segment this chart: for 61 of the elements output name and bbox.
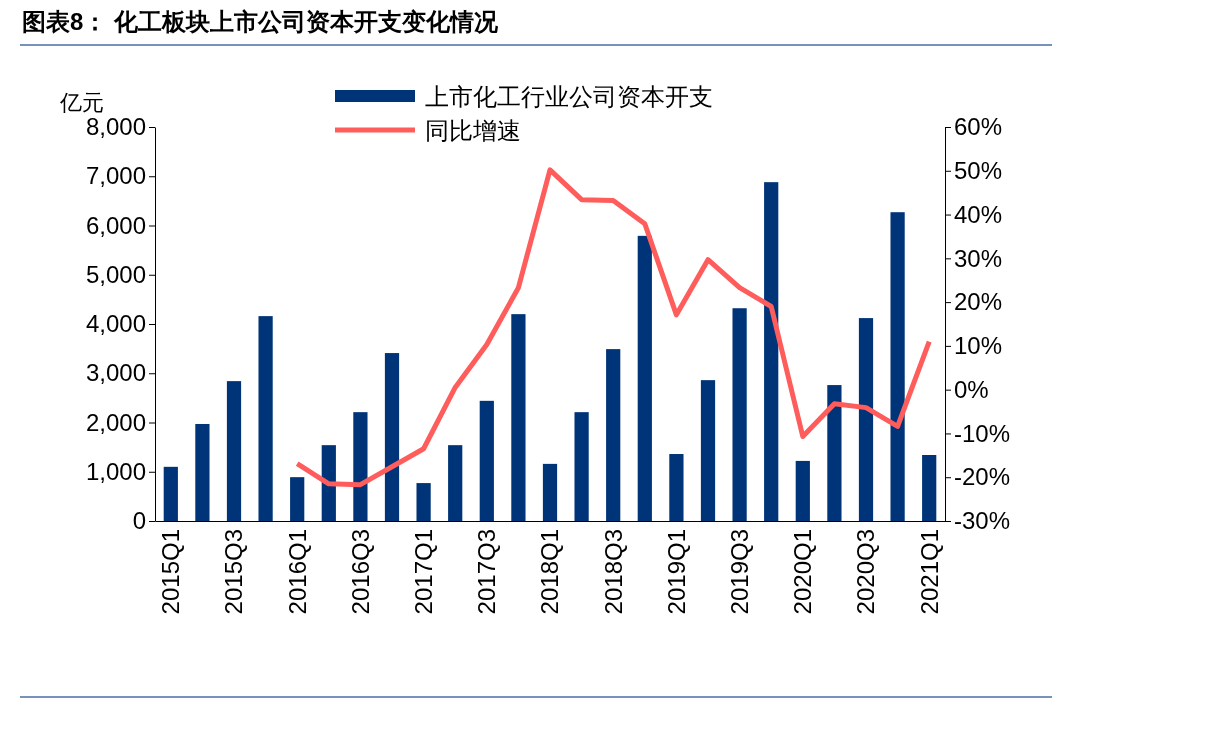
y2-tick-label: 20%	[954, 288, 1003, 316]
y-tick-label: 1,000	[85, 457, 146, 485]
y-tick-label: 7,000	[85, 162, 146, 190]
y2-tick-label: -10%	[954, 419, 1011, 447]
y2-tick-label: 60%	[954, 113, 1003, 141]
y2-tick-label: -30%	[954, 507, 1011, 535]
bar	[858, 318, 874, 521]
y2-tick-label: -20%	[954, 463, 1011, 491]
x-tick-label: 2016Q1	[283, 529, 311, 615]
bar	[764, 182, 779, 521]
bar	[827, 385, 842, 521]
y-tick-label: 5,000	[85, 260, 146, 288]
bar	[353, 412, 368, 521]
y2-tick-label: 10%	[954, 332, 1003, 360]
x-tick-label: 2020Q1	[789, 529, 817, 615]
bar	[542, 463, 558, 521]
bar	[511, 314, 526, 521]
y-tick-label: 8,000	[85, 113, 146, 141]
x-tick-label: 2017Q1	[410, 529, 437, 615]
x-tick-label: 2021Q1	[915, 529, 943, 615]
bar	[163, 466, 178, 521]
bar	[384, 353, 400, 521]
x-tick-label: 2016Q3	[346, 529, 374, 615]
bar	[195, 423, 210, 521]
x-tick-label: 2015Q3	[220, 529, 248, 615]
bar	[479, 400, 494, 521]
x-tick-label: 2019Q3	[726, 529, 753, 615]
y-tick-label: 4,000	[85, 310, 146, 338]
y2-tick-label: 50%	[954, 156, 1003, 184]
x-tick-label: 2018Q3	[599, 529, 627, 615]
x-tick-label: 2019Q1	[662, 529, 690, 615]
legend-label: 同比增速	[425, 117, 521, 144]
bar	[732, 308, 747, 521]
x-tick-label: 2015Q1	[157, 529, 185, 615]
bar	[700, 380, 716, 521]
y-tick-label: 6,000	[85, 211, 146, 239]
y-tick-label: 3,000	[85, 359, 146, 387]
bar	[290, 477, 305, 521]
bar	[416, 483, 431, 521]
bar	[321, 445, 336, 521]
x-tick-label: 2020Q3	[852, 529, 880, 615]
bar	[258, 316, 273, 521]
bar	[795, 460, 810, 521]
bar	[226, 381, 242, 521]
y-tick-label: 2,000	[85, 408, 146, 436]
bar	[606, 349, 621, 521]
bar	[922, 455, 937, 521]
y-axis-title: 亿元	[59, 90, 104, 115]
y-tick-label: 0	[132, 507, 146, 535]
y2-tick-label: 30%	[954, 244, 1003, 272]
bar	[669, 454, 684, 521]
legend-label: 上市化工行业公司资本开支	[425, 83, 713, 110]
bar	[574, 412, 589, 521]
bar	[448, 445, 463, 521]
bar	[637, 235, 652, 521]
y2-tick-label: 40%	[954, 200, 1003, 228]
x-tick-label: 2017Q3	[473, 529, 501, 615]
chart-title: 图表8： 化工板块上市公司资本开支变化情况	[22, 8, 500, 35]
y2-tick-label: 0%	[954, 375, 989, 403]
x-tick-label: 2018Q1	[536, 529, 564, 615]
bar	[890, 212, 905, 521]
